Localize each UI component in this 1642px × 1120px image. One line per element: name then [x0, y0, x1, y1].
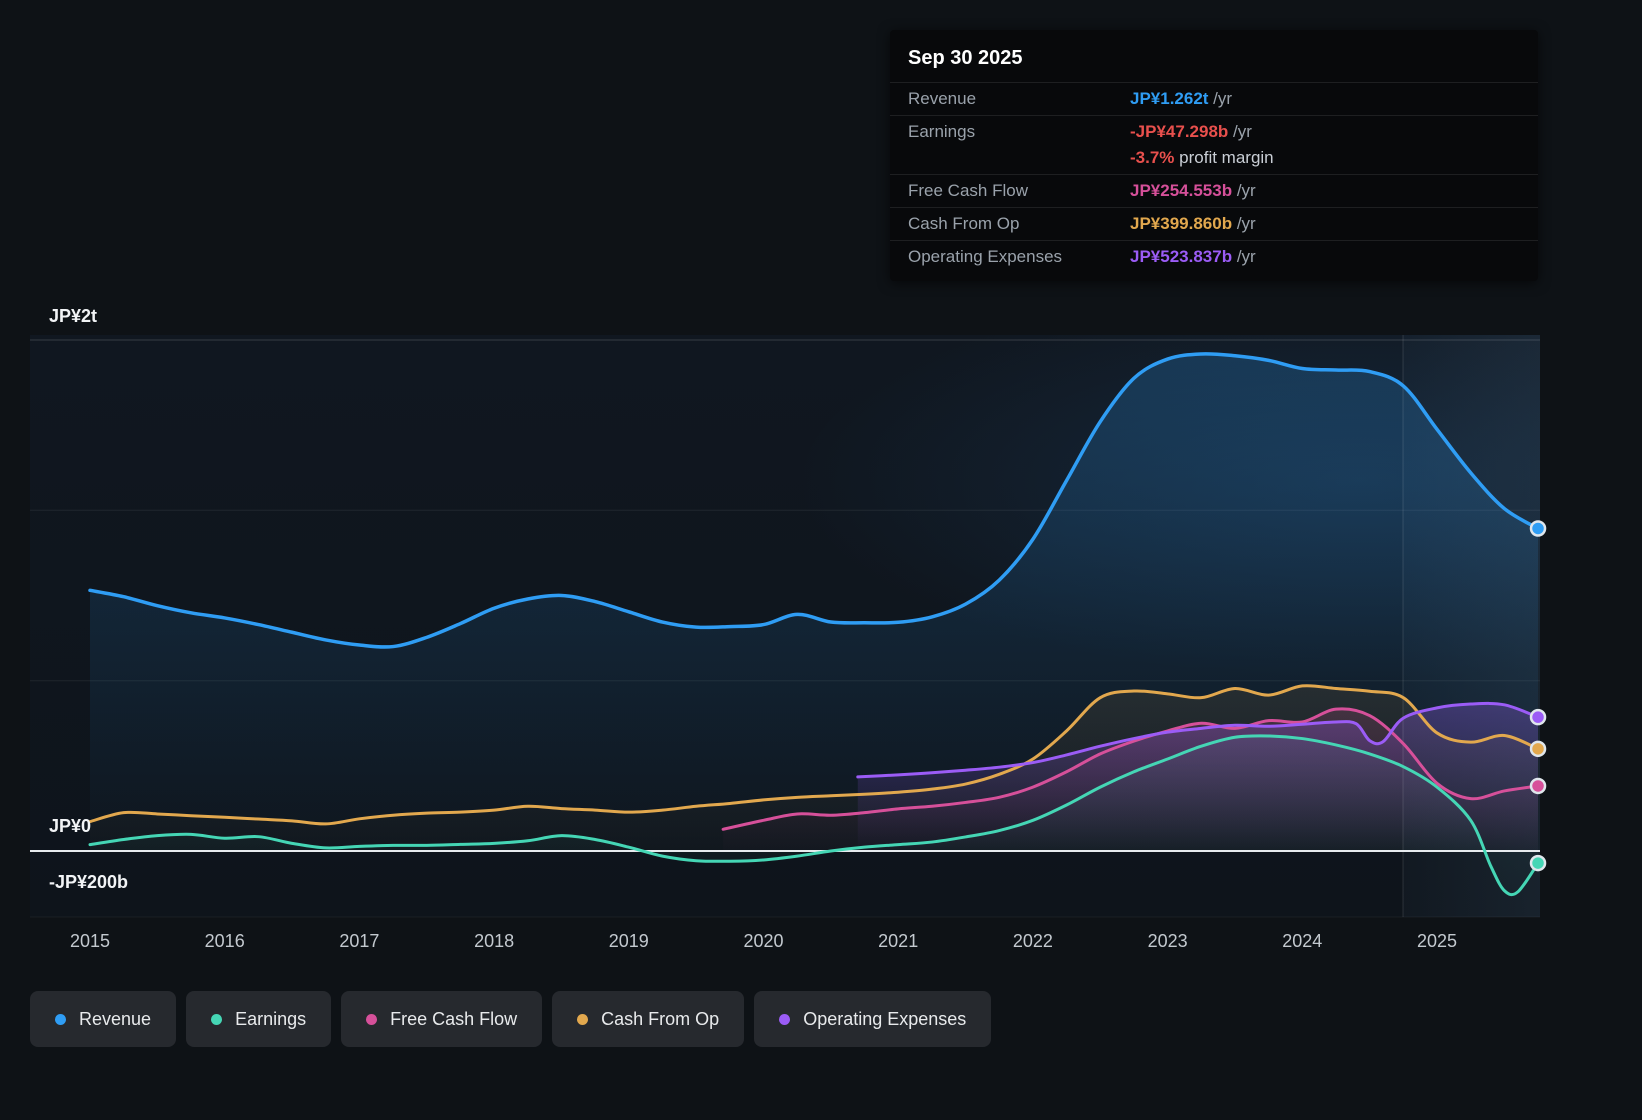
tooltip-label-operating-expenses: Operating Expenses — [908, 247, 1063, 266]
tooltip-value-text: JP¥254.553b — [1130, 181, 1233, 200]
chart-tooltip: Sep 30 2025 Revenue JP¥1.262t /yr Earnin… — [890, 30, 1538, 281]
legend-item-cash-from-op[interactable]: Cash From Op — [552, 991, 745, 1047]
legend-label-operating-expenses: Operating Expenses — [803, 1008, 967, 1029]
tooltip-value-suffix: /yr — [1232, 181, 1256, 200]
tooltip-value-suffix: /yr — [1232, 214, 1256, 233]
x-axis-label-2022: 2022 — [1012, 931, 1053, 951]
operating-expenses-end-marker — [1529, 708, 1547, 726]
x-axis-label-2019: 2019 — [608, 931, 649, 951]
tooltip-date: Sep 30 2025 — [908, 47, 1023, 69]
y-axis-label-neg200b: -JP¥200b — [49, 872, 129, 892]
free-cash-flow-end-marker — [1529, 777, 1547, 795]
revenue-color-dot — [55, 1013, 66, 1025]
legend-item-earnings[interactable]: Earnings — [186, 991, 332, 1047]
tooltip-value-suffix: /yr — [1232, 247, 1256, 266]
x-axis-label-2024: 2024 — [1282, 931, 1323, 951]
legend-label-cash-from-op: Cash From Op — [601, 1008, 720, 1029]
tooltip-value-suffix: profit margin — [1174, 148, 1274, 167]
tooltip-label-cash-from-op: Cash From Op — [908, 214, 1020, 233]
tooltip-row-revenue: Revenue JP¥1.262t /yr — [890, 82, 1538, 115]
legend-label-revenue: Revenue — [79, 1008, 152, 1029]
x-axis-label-2017: 2017 — [339, 931, 380, 951]
free-cash-flow-line — [721, 707, 1540, 831]
earnings-line — [88, 734, 1540, 897]
tooltip-row-profit-margin: -3.7% profit margin — [890, 148, 1538, 174]
tooltip-value-text: JP¥399.860b — [1130, 214, 1233, 233]
last-period-band — [1403, 335, 1540, 917]
tooltip-value-text: -JP¥47.298b — [1130, 122, 1229, 141]
tooltip-value-suffix: /yr — [1208, 89, 1233, 108]
tooltip-value-earnings: -JP¥47.298b /yr — [1130, 122, 1520, 142]
tooltip-value-operating-expenses: JP¥523.837b /yr — [1130, 247, 1520, 267]
x-axis-label-2020: 2020 — [743, 931, 784, 951]
tooltip-value-cash-from-op: JP¥399.860b /yr — [1130, 214, 1520, 234]
legend-label-earnings: Earnings — [235, 1008, 307, 1029]
legend-item-free-cash-flow[interactable]: Free Cash Flow — [341, 991, 543, 1047]
tooltip-value-text: -3.7% — [1130, 148, 1175, 167]
tooltip-value-profit-margin: -3.7% profit margin — [1130, 148, 1520, 168]
operating-expenses-line — [856, 701, 1540, 779]
revenue-line — [88, 352, 1540, 649]
tooltip-row-free-cash-flow: Free Cash Flow JP¥254.553b /yr — [890, 174, 1538, 207]
tooltip-value-revenue: JP¥1.262t /yr — [1130, 89, 1520, 109]
x-axis-label-2021: 2021 — [878, 931, 919, 951]
tooltip-value-text: JP¥523.837b — [1130, 247, 1233, 266]
tooltip-label-free-cash-flow: Free Cash Flow — [908, 181, 1028, 200]
tooltip-label-earnings: Earnings — [908, 122, 976, 141]
cash-from-op-line — [88, 684, 1540, 826]
series-lines — [88, 352, 1540, 897]
earnings-color-dot — [211, 1013, 223, 1025]
revenue-end-marker — [1529, 520, 1547, 537]
x-axis-label-2018: 2018 — [474, 931, 515, 951]
free-cash-flow-color-dot — [366, 1013, 378, 1025]
cash-from-op-end-marker — [1529, 740, 1547, 758]
tooltip-value-suffix: /yr — [1228, 122, 1252, 141]
operating-expenses-color-dot — [779, 1013, 791, 1025]
y-axis-label-2t: JP¥2t — [49, 306, 98, 326]
x-axis-label-2025: 2025 — [1416, 931, 1458, 951]
cash-from-op-color-dot — [577, 1013, 589, 1025]
x-axis: 2015 2016 2017 2018 2019 2020 2021 2022 2023 2024… — [0, 931, 1642, 957]
tooltip-row-operating-expenses: Operating Expenses JP¥523.837b /yr — [890, 240, 1538, 273]
tooltip-label-revenue: Revenue — [908, 89, 977, 108]
tooltip-value-text: JP¥1.262t — [1130, 89, 1209, 108]
tooltip-value-free-cash-flow: JP¥254.553b /yr — [1130, 181, 1520, 201]
x-axis-label-2023: 2023 — [1147, 931, 1188, 951]
legend-label-free-cash-flow: Free Cash Flow — [390, 1008, 518, 1029]
x-axis-label-2015: 2015 — [69, 931, 111, 951]
series-end-markers — [1529, 520, 1547, 872]
tooltip-row-earnings: Earnings -JP¥47.298b /yr — [890, 115, 1538, 148]
legend-item-operating-expenses[interactable]: Operating Expenses — [754, 991, 992, 1047]
y-axis-label-zero: JP¥0 — [49, 816, 92, 836]
x-axis-label-2016: 2016 — [204, 931, 245, 951]
legend-item-revenue[interactable]: Revenue — [30, 991, 177, 1047]
earnings-end-marker — [1529, 854, 1547, 872]
chart-legend: Revenue Earnings Free Cash Flow Cash Fro… — [30, 991, 992, 1047]
tooltip-row-cash-from-op: Cash From Op JP¥399.860b /yr — [890, 207, 1538, 240]
